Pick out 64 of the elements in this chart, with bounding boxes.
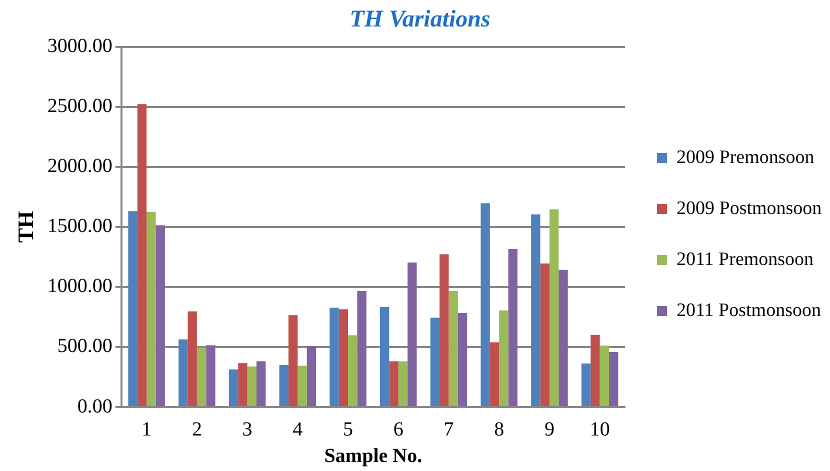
bar <box>609 352 618 406</box>
legend-label: 2011 Premonsoon <box>676 248 814 270</box>
bar <box>540 264 550 406</box>
bar <box>188 311 197 406</box>
bar <box>531 214 540 406</box>
x-tick-label: 4 <box>292 418 303 440</box>
bar <box>306 346 316 406</box>
bar <box>137 104 147 406</box>
y-tick-label: 3000.00 <box>47 35 112 58</box>
y-tick-label: 2500.00 <box>47 95 112 118</box>
y-tick-label: 1000.00 <box>47 275 112 298</box>
chart-title: TH Variations <box>350 6 490 33</box>
bar <box>389 361 398 406</box>
bar <box>458 312 468 406</box>
y-tick-label: 0.00 <box>77 395 112 418</box>
x-tick-label: 1 <box>142 418 152 440</box>
bar <box>156 225 165 406</box>
bar <box>408 262 417 406</box>
bar <box>238 363 248 406</box>
bar <box>398 361 408 406</box>
x-axis-title: Sample No. <box>324 445 422 468</box>
y-tick-label: 1500.00 <box>47 215 112 238</box>
bar <box>206 345 216 406</box>
bar <box>256 361 266 406</box>
bar <box>549 209 559 406</box>
bar <box>480 203 490 406</box>
bar <box>558 270 568 406</box>
bar <box>279 364 288 406</box>
bar <box>247 366 256 406</box>
bar <box>499 310 508 406</box>
bar <box>146 212 156 406</box>
legend-label: 2011 Postmonsoon <box>676 300 822 321</box>
bar <box>581 364 591 406</box>
x-tick-label: 3 <box>242 418 252 440</box>
bar <box>338 309 348 406</box>
bar <box>288 315 298 406</box>
x-tick-label: 9 <box>544 418 554 440</box>
bar <box>178 339 188 406</box>
legend-label: 2009 Postmonsoon <box>676 198 822 219</box>
bar <box>128 211 138 406</box>
bar <box>600 346 610 406</box>
bar <box>380 306 390 406</box>
bar <box>330 308 339 406</box>
bar <box>490 342 500 406</box>
bar <box>448 291 458 406</box>
bar <box>590 334 600 406</box>
legend-label: 2009 Premonsoon <box>676 146 815 168</box>
bar <box>228 369 238 406</box>
x-tick-label: 2 <box>192 418 202 440</box>
x-tick-label: 6 <box>393 418 404 440</box>
bar <box>440 254 449 406</box>
y-tick-label: 2000.00 <box>47 155 112 178</box>
bar <box>430 318 440 406</box>
bar <box>508 248 518 406</box>
x-tick-label: 8 <box>494 418 504 440</box>
y-axis-title: TH <box>12 211 38 243</box>
bar <box>348 335 358 406</box>
x-tick-label: 7 <box>444 418 454 440</box>
bar <box>298 366 307 406</box>
y-tick-label: 500.00 <box>57 335 112 358</box>
bar <box>196 348 206 406</box>
x-tick-label: 10 <box>590 418 610 440</box>
bar <box>357 291 366 406</box>
x-tick-label: 5 <box>343 418 354 440</box>
